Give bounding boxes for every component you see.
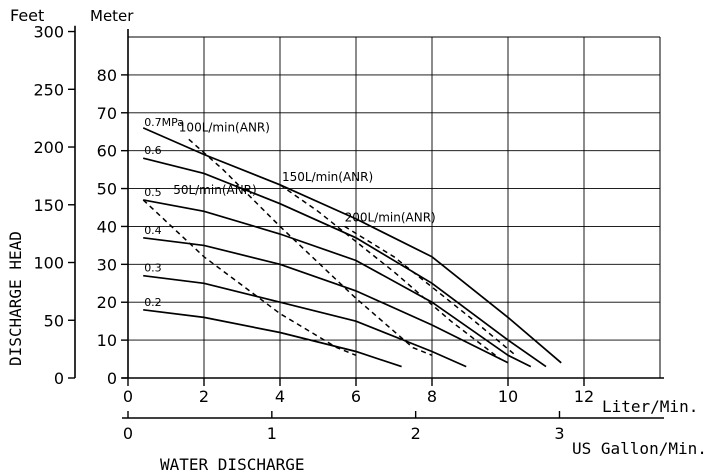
gallon-tick-label: 3 — [554, 424, 564, 443]
meter-tick-label: 40 — [97, 217, 117, 236]
meter-tick-label: 20 — [97, 293, 117, 312]
pressure-curve — [142, 127, 562, 364]
feet-tick-label: 300 — [33, 23, 64, 42]
airflow-label: 100L/min(ANR) — [179, 120, 270, 134]
pressure-label: 0.7MPa — [144, 116, 184, 129]
pressure-curve — [143, 199, 532, 368]
airflow-curve — [188, 138, 433, 356]
pressure-label: 0.2 — [144, 296, 162, 309]
liter-tick-label: 10 — [498, 387, 518, 406]
liter-tick-label: 4 — [275, 387, 285, 406]
liter-tick-label: 12 — [574, 387, 594, 406]
feet-tick-label: 250 — [33, 80, 64, 99]
meter-tick-label: 80 — [97, 66, 117, 85]
pressure-curves — [142, 127, 562, 368]
feet-tick-label: 150 — [33, 196, 64, 215]
airflow-label: 200L/min(ANR) — [345, 210, 436, 224]
gallon-tick-label: 1 — [267, 424, 277, 443]
pressure-label: 0.6 — [144, 144, 162, 157]
x-secondary-unit-label: US Gallon/Min. — [572, 439, 705, 458]
liter-tick-label: 6 — [351, 387, 361, 406]
gallon-tick-label: 2 — [411, 424, 421, 443]
pressure-label: 0.5 — [144, 186, 162, 199]
meter-tick-label: 10 — [97, 331, 117, 350]
liter-tick-label: 0 — [123, 387, 133, 406]
pressure-curve — [143, 236, 509, 364]
feet-tick-label: 200 — [33, 138, 64, 157]
airflow-label: 150L/min(ANR) — [282, 170, 373, 184]
y-axis-title: DISCHARGE HEAD — [6, 231, 25, 366]
meter-tick-label: 60 — [97, 142, 117, 161]
liter-tick-label: 2 — [199, 387, 209, 406]
pressure-label: 0.4 — [144, 224, 162, 237]
x-axis-title: WATER DISCHARGE — [160, 455, 305, 474]
meter-tick-label: 0 — [107, 369, 117, 388]
feet-unit-label: Feet — [10, 6, 44, 25]
pressure-curve — [142, 157, 547, 368]
airflow-label: 50L/min(ANR) — [173, 183, 257, 197]
series-labels: 0.7MPa 0.6 0.5 0.4 0.3 0.2 50L/min(ANR) 100L/mi… — [144, 116, 436, 309]
airflow-curve — [142, 199, 357, 356]
meter-unit-label: Meter — [90, 7, 134, 25]
meter-tick-label: 70 — [97, 104, 117, 123]
airflow-curves — [142, 138, 517, 360]
x-primary-unit-label: Liter/Min. — [602, 397, 698, 416]
grid-lines — [128, 36, 661, 378]
gallon-tick-label: 0 — [123, 424, 133, 443]
feet-tick-label: 50 — [44, 311, 64, 330]
meter-tick-label: 50 — [97, 180, 117, 199]
pressure-label: 0.3 — [144, 262, 162, 275]
airflow-curve — [344, 225, 517, 356]
pressure-curve — [143, 274, 467, 368]
axes — [74, 25, 664, 419]
feet-tick-label: 100 — [33, 254, 64, 273]
liter-tick-label: 8 — [427, 387, 437, 406]
pressure-curve — [143, 308, 402, 368]
feet-tick-label: 0 — [54, 369, 64, 388]
meter-tick-label: 30 — [97, 255, 117, 274]
airflow-curve — [279, 184, 501, 360]
